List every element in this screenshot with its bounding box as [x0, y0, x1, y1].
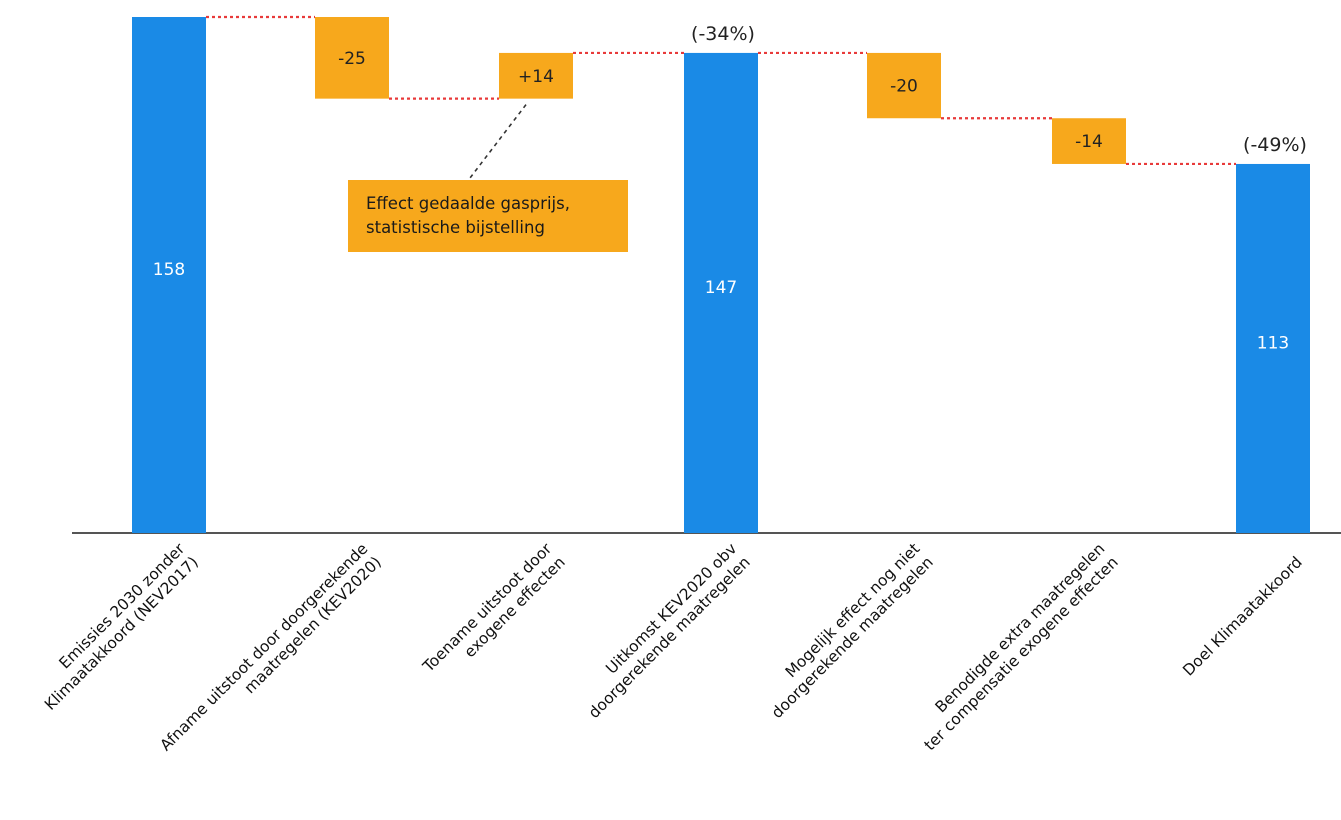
category-label: Klimaatakkoord (NEV2017)	[41, 553, 202, 714]
category-label: Benodigde extra maatregelen	[932, 540, 1109, 717]
step-bar	[1052, 118, 1126, 164]
bar-value-label: 147	[705, 278, 737, 298]
annotation-box	[348, 180, 628, 252]
percent-change-label: (-34%)	[691, 23, 755, 45]
total-bar	[132, 17, 206, 533]
annotation-text: statistische bijstelling	[366, 218, 545, 237]
bar-value-label: -20	[890, 77, 918, 97]
annotation-text: Effect gedaalde gasprijs,	[366, 194, 570, 213]
bar-value-label: -25	[338, 49, 366, 69]
total-bar	[684, 52, 758, 534]
category-label: doorgerekende maatregelen	[585, 553, 754, 722]
step-bar	[499, 52, 573, 99]
step-bar	[315, 17, 389, 99]
percent-change-label: (-49%)	[1243, 134, 1307, 156]
category-label: Emissies 2030 zonder	[56, 539, 189, 672]
category-label: Uitkomst KEV2020 obv	[602, 540, 740, 678]
category-label: Toename uitstoot door	[419, 539, 556, 676]
bar-value-label: 158	[153, 260, 185, 280]
annotation-pointer	[469, 104, 527, 179]
category-label: doorgerekende maatregelen	[768, 553, 937, 722]
total-bar	[1236, 163, 1310, 533]
bar-value-label: +14	[518, 67, 554, 87]
bar-value-label: 113	[1257, 333, 1289, 353]
category-label: maatregelen (KEV2020)	[241, 553, 385, 697]
step-bar	[867, 52, 941, 119]
category-label: Mogelijk effect nog niet	[782, 540, 924, 682]
category-label: Doel Klimaatakkoord	[1179, 553, 1306, 680]
category-label: ter compensatie exogene effecten	[921, 553, 1122, 754]
bar-value-label: -14	[1075, 132, 1103, 152]
